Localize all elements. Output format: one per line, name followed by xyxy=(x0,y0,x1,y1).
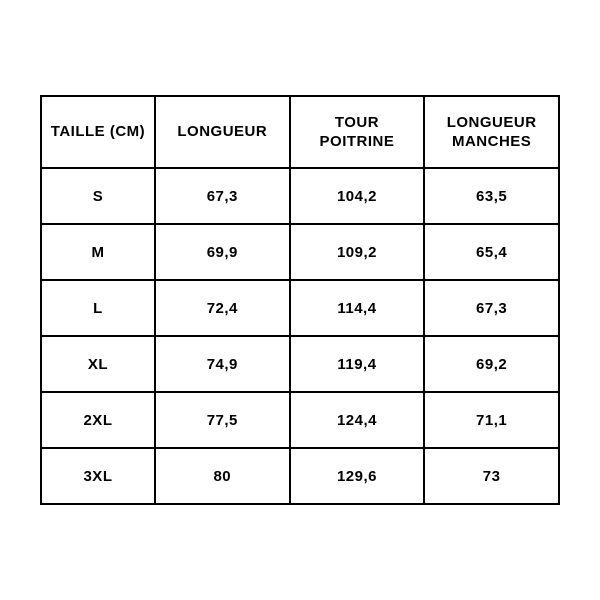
size-chart-wrapper: TAILLE (CM) LONGUEUR TOUR POITRINE LONGU… xyxy=(40,95,560,505)
cell-poitrine: 119,4 xyxy=(290,336,425,392)
cell-manches: 71,1 xyxy=(424,392,559,448)
cell-longueur: 77,5 xyxy=(155,392,290,448)
table-row: M 69,9 109,2 65,4 xyxy=(41,224,559,280)
cell-size: S xyxy=(41,168,155,224)
table-row: 2XL 77,5 124,4 71,1 xyxy=(41,392,559,448)
cell-manches: 65,4 xyxy=(424,224,559,280)
table-row: L 72,4 114,4 67,3 xyxy=(41,280,559,336)
cell-poitrine: 124,4 xyxy=(290,392,425,448)
table-row: XL 74,9 119,4 69,2 xyxy=(41,336,559,392)
cell-longueur: 72,4 xyxy=(155,280,290,336)
cell-poitrine: 129,6 xyxy=(290,448,425,504)
cell-size: L xyxy=(41,280,155,336)
cell-longueur: 74,9 xyxy=(155,336,290,392)
table-row: S 67,3 104,2 63,5 xyxy=(41,168,559,224)
cell-longueur: 80 xyxy=(155,448,290,504)
header-row: TAILLE (CM) LONGUEUR TOUR POITRINE LONGU… xyxy=(41,96,559,168)
size-chart-table: TAILLE (CM) LONGUEUR TOUR POITRINE LONGU… xyxy=(40,95,560,505)
cell-poitrine: 114,4 xyxy=(290,280,425,336)
size-chart-head: TAILLE (CM) LONGUEUR TOUR POITRINE LONGU… xyxy=(41,96,559,168)
cell-longueur: 69,9 xyxy=(155,224,290,280)
cell-manches: 69,2 xyxy=(424,336,559,392)
cell-size: XL xyxy=(41,336,155,392)
cell-size: 2XL xyxy=(41,392,155,448)
size-chart-body: S 67,3 104,2 63,5 M 69,9 109,2 65,4 L 72… xyxy=(41,168,559,504)
header-longueur: LONGUEUR xyxy=(155,96,290,168)
cell-manches: 73 xyxy=(424,448,559,504)
cell-longueur: 67,3 xyxy=(155,168,290,224)
cell-size: M xyxy=(41,224,155,280)
header-taille: TAILLE (CM) xyxy=(41,96,155,168)
cell-poitrine: 109,2 xyxy=(290,224,425,280)
header-longueur-manches: LONGUEUR MANCHES xyxy=(424,96,559,168)
cell-poitrine: 104,2 xyxy=(290,168,425,224)
cell-manches: 63,5 xyxy=(424,168,559,224)
header-tour-poitrine: TOUR POITRINE xyxy=(290,96,425,168)
cell-size: 3XL xyxy=(41,448,155,504)
cell-manches: 67,3 xyxy=(424,280,559,336)
table-row: 3XL 80 129,6 73 xyxy=(41,448,559,504)
